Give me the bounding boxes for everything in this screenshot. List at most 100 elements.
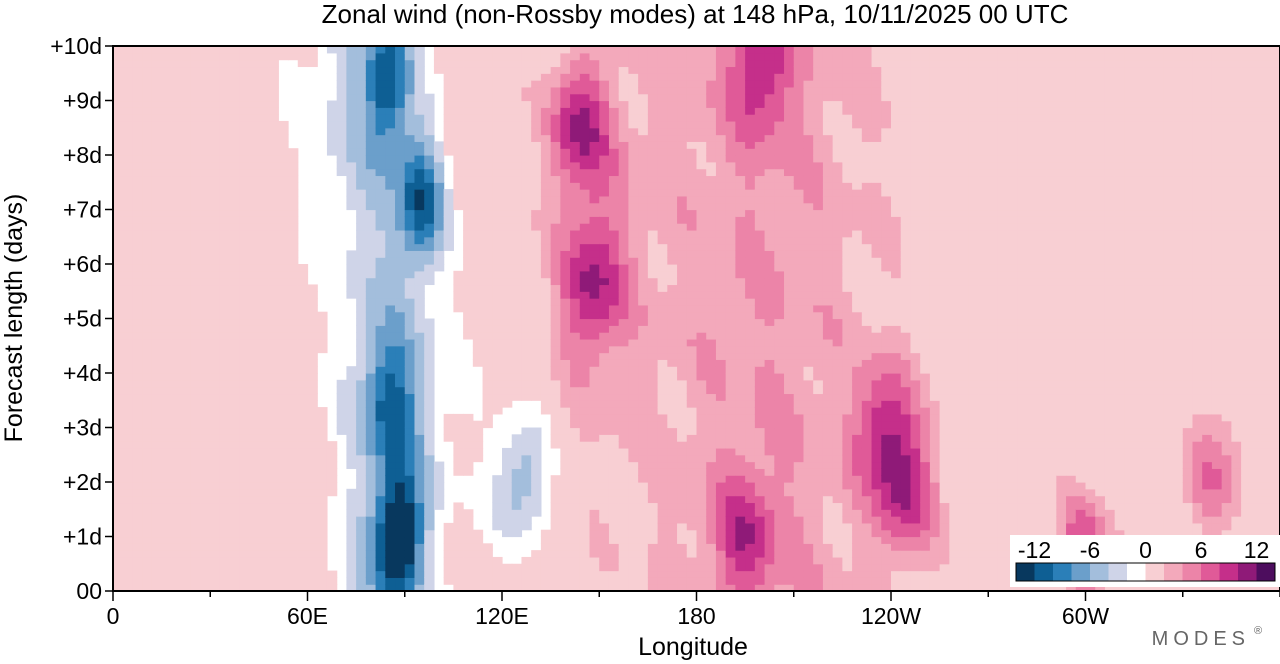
field-cell [239,373,250,381]
field-cell [511,563,523,572]
field-cell [190,556,202,565]
field-cell [356,373,367,381]
field-cell [365,284,377,292]
field-cell [278,488,289,497]
field-cell [385,189,396,197]
field-cell [346,46,357,54]
field-cell [735,570,746,578]
field-cell [113,277,124,286]
field-cell [385,223,396,231]
field-cell [540,400,552,408]
field-cell [608,400,620,408]
field-cell [200,161,211,170]
field-cell [395,284,406,292]
field-cell [521,175,532,183]
field-cell [181,168,192,177]
field-cell [560,536,571,544]
field-cell [560,543,571,551]
field-cell [463,536,474,544]
field-cell [735,134,746,142]
field-cell [745,100,756,108]
field-cell [356,148,367,156]
field-cell [229,318,241,326]
field-cell [142,454,153,463]
field-cell [560,93,571,102]
field-cell [725,80,736,88]
field-cell [696,86,707,95]
field-cell [463,195,474,204]
field-cell [647,93,659,102]
field-cell [161,482,172,490]
field-cell [686,182,698,190]
field-cell [200,495,211,504]
field-cell [171,461,182,469]
field-cell [774,243,785,251]
field-cell [356,434,367,442]
field-cell [677,216,688,224]
field-cell [599,407,610,415]
field-cell [239,168,250,177]
field-cell [550,107,561,115]
field-cell [161,502,172,510]
field-cell [667,584,678,591]
field-cell [278,366,289,374]
field-cell [492,46,503,54]
field-cell [696,189,707,197]
field-cell [599,454,610,463]
field-cell [346,516,357,524]
field-cell [482,229,493,238]
field-cell [706,427,717,435]
field-cell [278,434,289,442]
field-cell [122,66,134,74]
field-cell [385,257,396,265]
field-cell [696,475,707,483]
field-cell [657,209,668,217]
field-cell [667,570,678,578]
field-cell [463,257,474,265]
field-cell [375,359,386,367]
field-cell [356,550,367,558]
field-cell [346,495,357,504]
field-cell [696,434,707,442]
field-cell [113,516,124,524]
field-cell [317,543,328,551]
field-cell [647,52,659,61]
field-cell [161,577,172,585]
field-cell [161,373,172,381]
field-cell [696,366,707,374]
field-cell [599,189,610,197]
field-cell [647,338,659,347]
field-cell [161,209,172,217]
field-cell [463,209,474,217]
field-cell [278,468,289,476]
field-cell [385,120,396,129]
field-cell [171,454,182,463]
field-cell [385,468,396,476]
field-cell [657,270,668,279]
field-cell [482,168,493,177]
field-cell [521,168,532,177]
field-cell [210,434,221,442]
field-cell [258,475,270,483]
field-cell [210,366,221,374]
field-cell [715,536,727,544]
field-cell [647,175,659,183]
field-cell [647,155,659,163]
field-cell [278,407,289,415]
field-cell [395,577,406,585]
field-cell [511,93,523,102]
field-cell [531,556,542,565]
field-cell [346,509,357,517]
field-cell [336,427,347,435]
field-cell [735,141,746,149]
field-cell [278,345,289,354]
field-cell [492,59,503,68]
field-cell [336,80,347,88]
field-cell [560,570,571,578]
field-cell [608,216,620,224]
field-cell [326,570,338,578]
field-cell [356,441,367,449]
field-cell [618,250,630,258]
field-cell [540,148,552,156]
field-cell [297,386,309,395]
